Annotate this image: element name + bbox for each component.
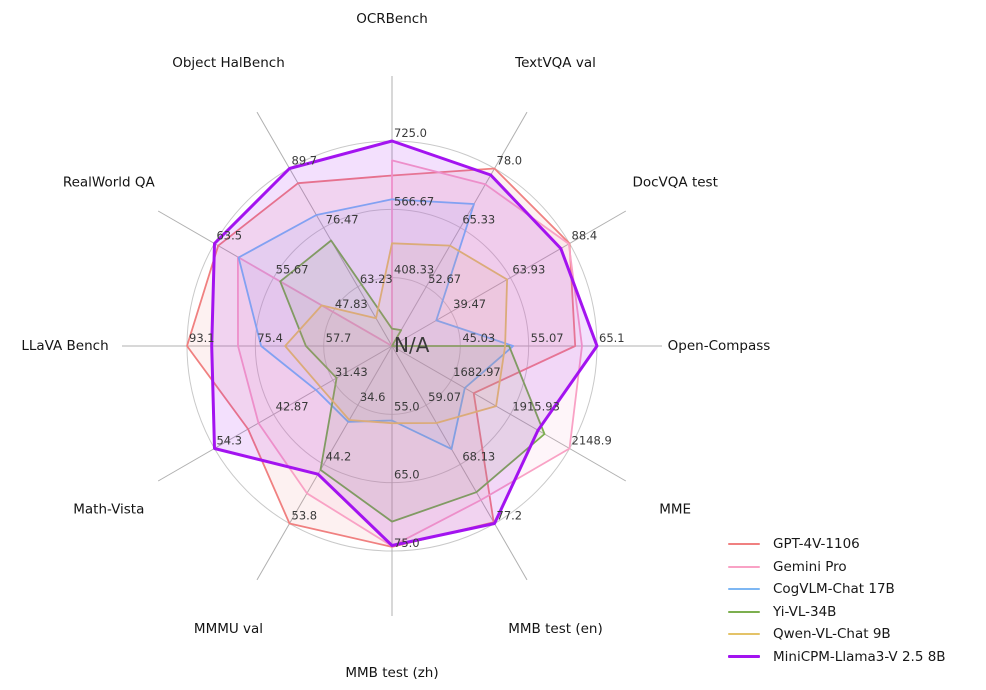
tick-label: 53.8 bbox=[292, 509, 318, 523]
tick-label: 725.0 bbox=[394, 126, 427, 140]
legend-item: GPT-4V-1106 bbox=[728, 533, 946, 556]
legend-label: GPT-4V-1106 bbox=[773, 536, 860, 552]
legend-item: Yi-VL-34B bbox=[728, 601, 946, 624]
legend-label: CogVLM-Chat 17B bbox=[773, 581, 895, 597]
legend-item: MiniCPM-Llama3-V 2.5 8B bbox=[728, 646, 946, 669]
tick-label: 408.33 bbox=[394, 263, 434, 277]
tick-label: 78.0 bbox=[497, 153, 523, 167]
legend-swatch bbox=[728, 543, 760, 546]
axis-label-Object HalBench: Object HalBench bbox=[172, 55, 285, 71]
tick-label: 65.1 bbox=[599, 331, 625, 345]
tick-label: 75.0 bbox=[394, 536, 420, 550]
legend-item: Qwen-VL-Chat 9B bbox=[728, 623, 946, 646]
axis-label-RealWorld QA: RealWorld QA bbox=[63, 175, 156, 191]
axis-label-TextVQA val: TextVQA val bbox=[514, 55, 596, 71]
tick-label: 44.2 bbox=[326, 449, 352, 463]
tick-label: 63.23 bbox=[360, 272, 393, 286]
legend-item: CogVLM-Chat 17B bbox=[728, 578, 946, 601]
legend-label: MiniCPM-Llama3-V 2.5 8B bbox=[773, 648, 946, 665]
tick-label: 68.13 bbox=[462, 449, 495, 463]
tick-label: 55.67 bbox=[276, 263, 309, 277]
tick-label: 39.47 bbox=[453, 297, 486, 311]
axis-label-Math-Vista: Math-Vista bbox=[73, 502, 144, 518]
tick-label: 566.67 bbox=[394, 194, 434, 208]
tick-label: 45.03 bbox=[462, 331, 495, 345]
tick-label: 93.1 bbox=[189, 331, 215, 345]
tick-label: 88.4 bbox=[572, 229, 598, 243]
axis-label-MMMU val: MMMU val bbox=[194, 621, 263, 637]
axis-spoke bbox=[391, 345, 627, 482]
axis-spoke bbox=[391, 111, 528, 347]
axis-spoke bbox=[391, 345, 528, 581]
tick-label: 63.5 bbox=[216, 229, 242, 243]
legend-swatch bbox=[728, 588, 760, 591]
tick-label: 55.0 bbox=[394, 399, 420, 413]
legend-swatch bbox=[728, 655, 760, 659]
tick-label: 34.6 bbox=[360, 390, 386, 404]
series-polygon-CogVLM-Chat 17B bbox=[237, 198, 515, 451]
tick-label: 75.4 bbox=[257, 331, 283, 345]
axis-label-MMB test (zh): MMB test (zh) bbox=[345, 665, 438, 681]
legend-item: Gemini Pro bbox=[728, 556, 946, 579]
legend: GPT-4V-1106 Gemini Pro CogVLM-Chat 17B Yi-V… bbox=[728, 533, 946, 668]
legend-label: Qwen-VL-Chat 9B bbox=[773, 626, 891, 642]
axis-spoke bbox=[391, 210, 627, 347]
tick-label: 2148.9 bbox=[572, 434, 612, 448]
tick-label: 1915.93 bbox=[512, 399, 560, 413]
tick-label: 31.43 bbox=[335, 365, 368, 379]
axis-label-OCRBench: OCRBench bbox=[356, 11, 428, 27]
tick-label: 47.83 bbox=[335, 297, 368, 311]
tick-label: 55.07 bbox=[531, 331, 564, 345]
axis-spoke bbox=[157, 345, 393, 482]
axis-label-DocVQA test: DocVQA test bbox=[632, 175, 717, 191]
series-polygon-MiniCPM-Llama3-V 2.5 8B bbox=[210, 139, 599, 547]
legend-swatch bbox=[728, 633, 760, 636]
legend-swatch bbox=[728, 565, 760, 568]
axis-label-MMB test (en): MMB test (en) bbox=[508, 621, 602, 637]
tick-label: 76.47 bbox=[326, 213, 359, 227]
tick-label: 65.33 bbox=[462, 213, 495, 227]
legend-label: Yi-VL-34B bbox=[773, 603, 837, 620]
tick-label: 89.7 bbox=[292, 153, 318, 167]
axis-label-Open-Compass: Open-Compass bbox=[668, 338, 771, 354]
series-polygon-Qwen-VL-Chat 9B bbox=[284, 242, 509, 425]
axis-spoke bbox=[256, 345, 393, 581]
tick-label: 42.87 bbox=[276, 399, 309, 413]
legend-swatch bbox=[728, 610, 760, 613]
tick-label: 65.0 bbox=[394, 468, 420, 482]
legend-label: Gemini Pro bbox=[773, 558, 847, 575]
tick-label: 54.3 bbox=[216, 434, 242, 448]
tick-label: 52.67 bbox=[428, 272, 461, 286]
axis-label-LLaVA Bench: LLaVA Bench bbox=[21, 338, 108, 354]
tick-label: 59.07 bbox=[428, 390, 461, 404]
axis-spoke bbox=[256, 111, 393, 347]
tick-label: 57.7 bbox=[326, 331, 352, 345]
center-na-label: N/A bbox=[394, 333, 430, 357]
tick-label: 1682.97 bbox=[453, 365, 501, 379]
axis-label-MME: MME bbox=[659, 502, 691, 518]
tick-label: 77.2 bbox=[497, 509, 523, 523]
tick-label: 63.93 bbox=[512, 263, 545, 277]
